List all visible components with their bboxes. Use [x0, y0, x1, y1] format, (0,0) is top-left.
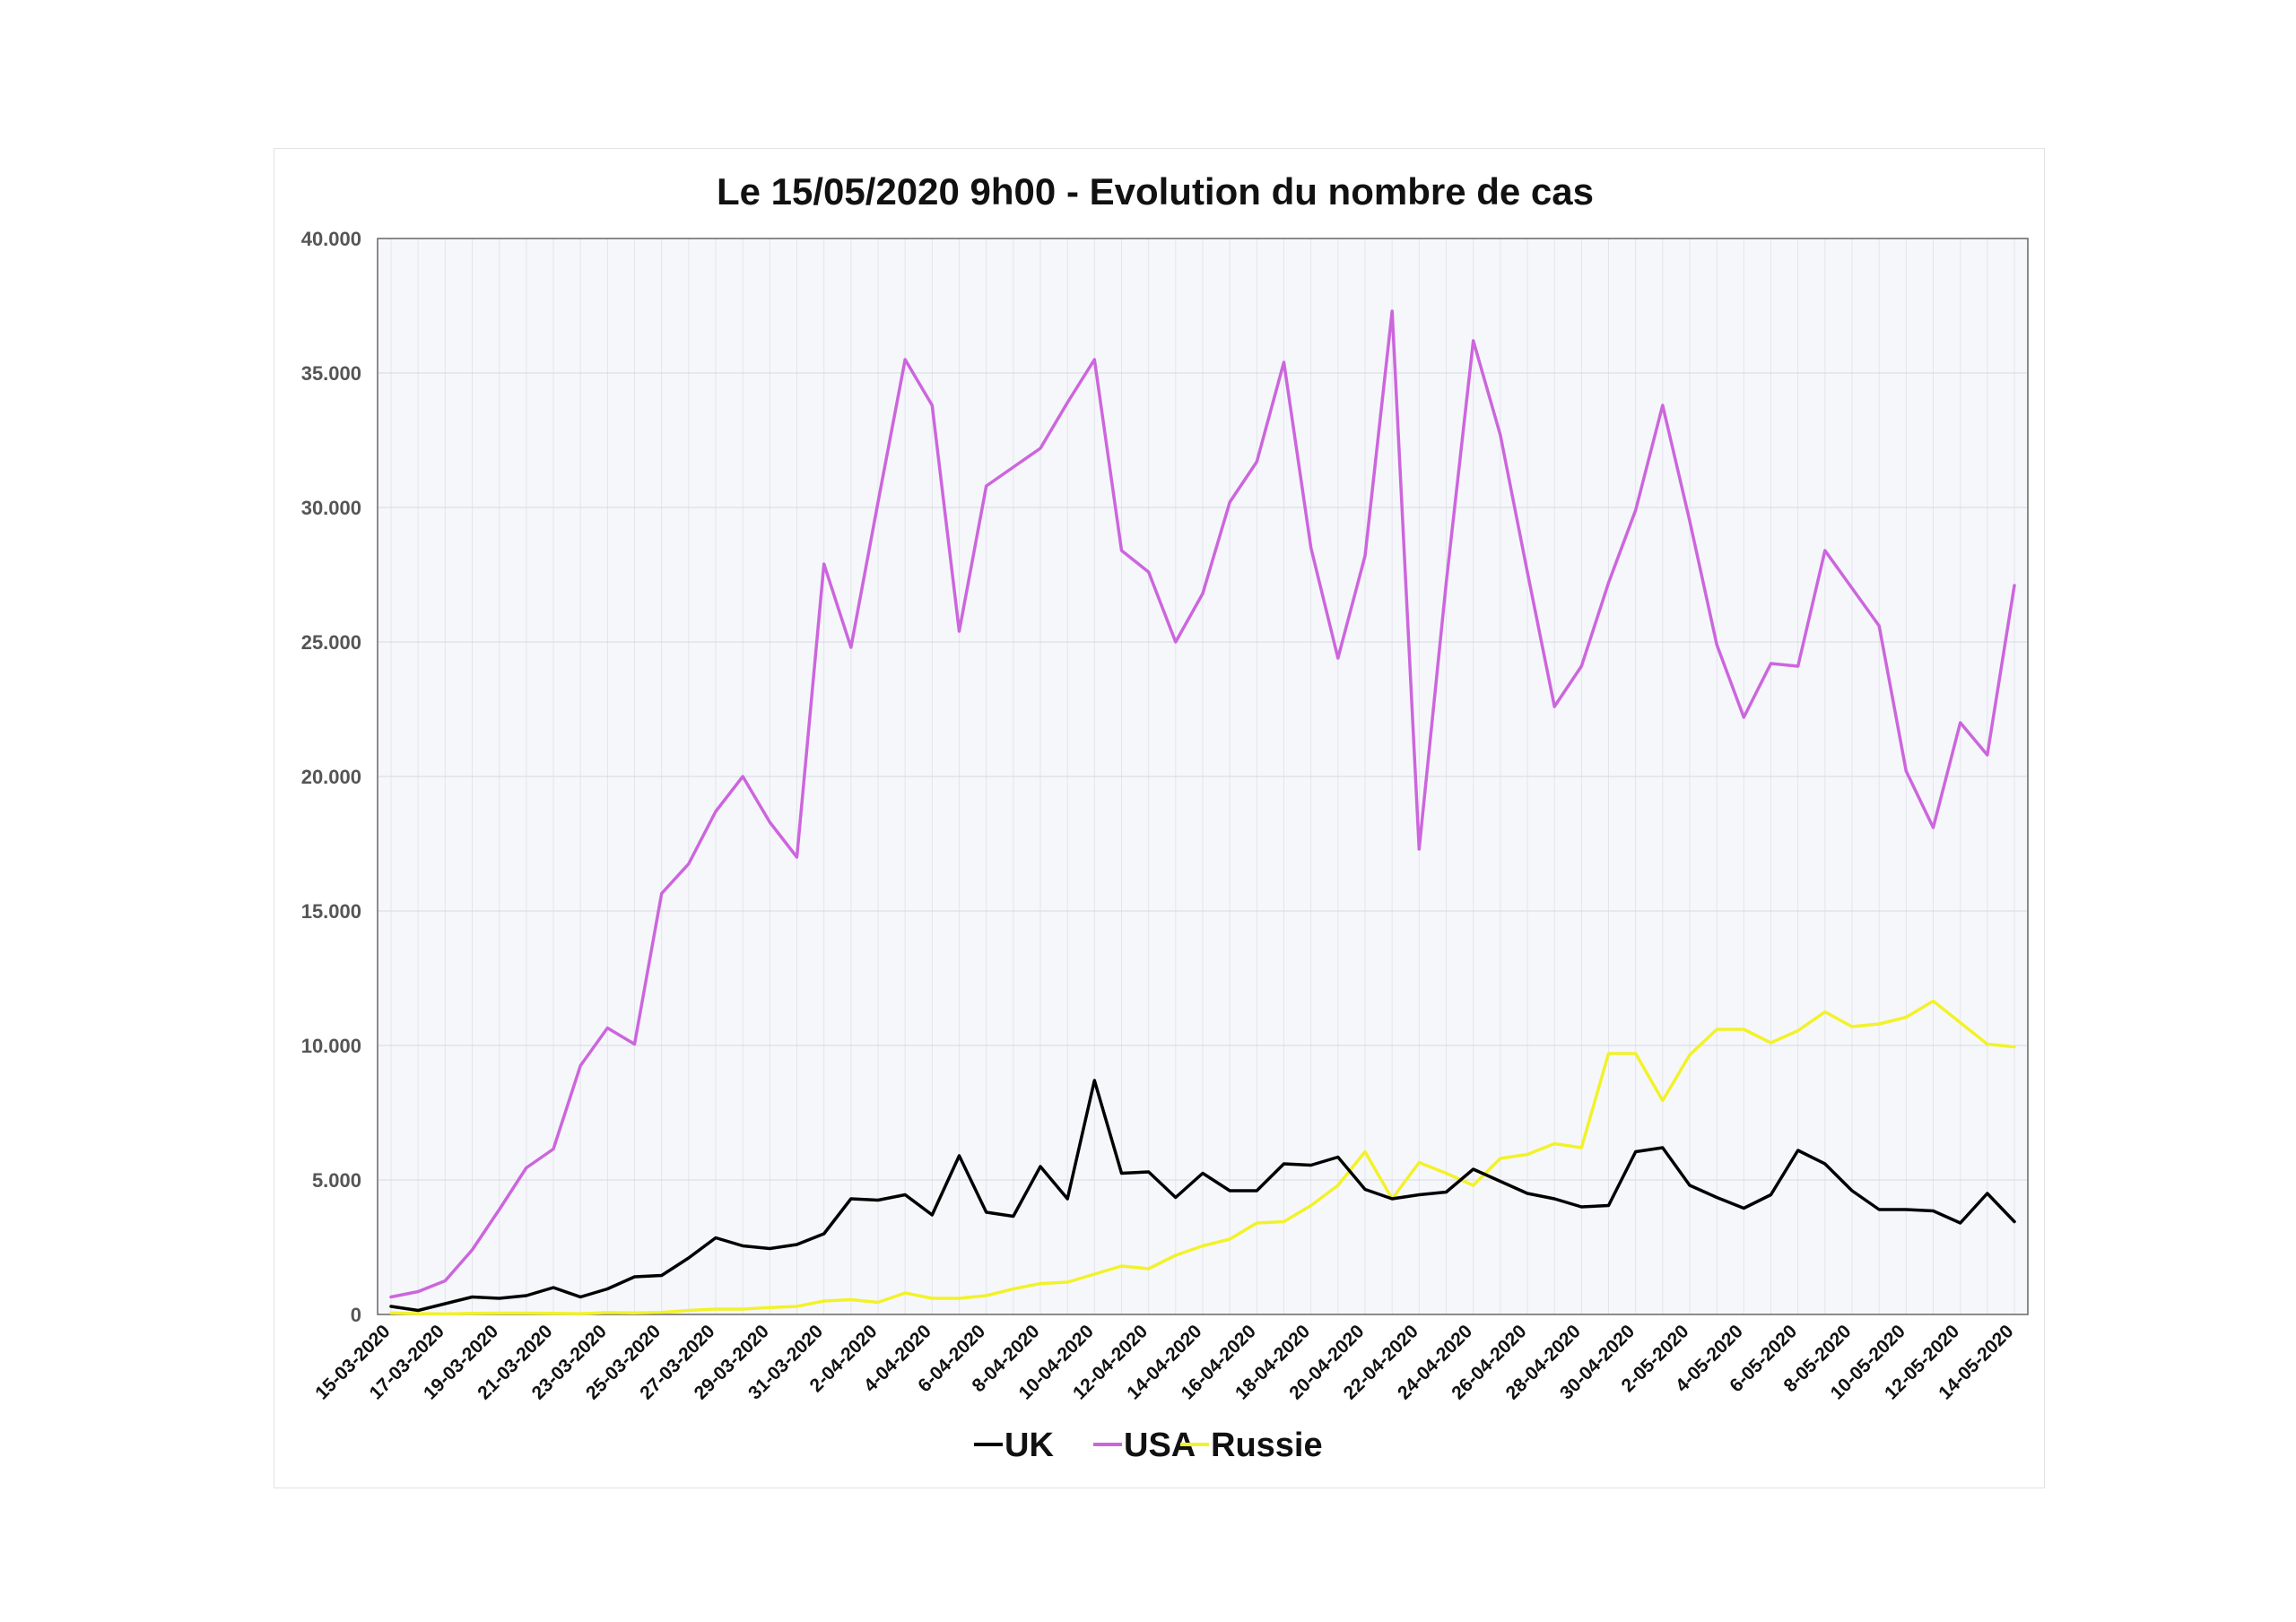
y-axis: 0 5.000 10.000 15.000 20.000 25.000 30.000 35.0… [301, 228, 361, 1326]
x-axis: 15-03-202017-03-202019-03-202021-03-2020… [311, 1321, 2017, 1403]
y-tick-label: 30.000 [301, 497, 361, 519]
y-tick-label: 40.000 [301, 228, 361, 250]
y-tick-label: 10.000 [301, 1035, 361, 1057]
legend: UK USA Russie [974, 1427, 1323, 1464]
legend-label-uk: UK [1004, 1427, 1054, 1464]
y-tick-label: 20.000 [301, 766, 361, 788]
series-line-russie [389, 999, 2016, 1316]
chart-title: Le 15/05/2020 9h00 - Evolution du nombre… [717, 170, 1594, 213]
series-line-uk [389, 1079, 2016, 1313]
series-line-usa [389, 309, 2016, 1299]
y-tick-label: 0 [351, 1304, 361, 1326]
chart-frame: Le 15/05/2020 9h00 - Evolution du nombre… [274, 148, 2045, 1488]
series-lines [389, 309, 2016, 1316]
grid [378, 238, 2028, 1315]
y-tick-label: 35.000 [301, 362, 361, 385]
plot-border [377, 238, 2029, 1315]
y-tick-label: 5.000 [312, 1169, 361, 1192]
legend-label-russie: Russie [1211, 1427, 1323, 1464]
y-tick-label: 25.000 [301, 631, 361, 654]
chart: Le 15/05/2020 9h00 - Evolution du nombre… [301, 170, 2029, 1464]
y-tick-label: 15.000 [301, 900, 361, 923]
